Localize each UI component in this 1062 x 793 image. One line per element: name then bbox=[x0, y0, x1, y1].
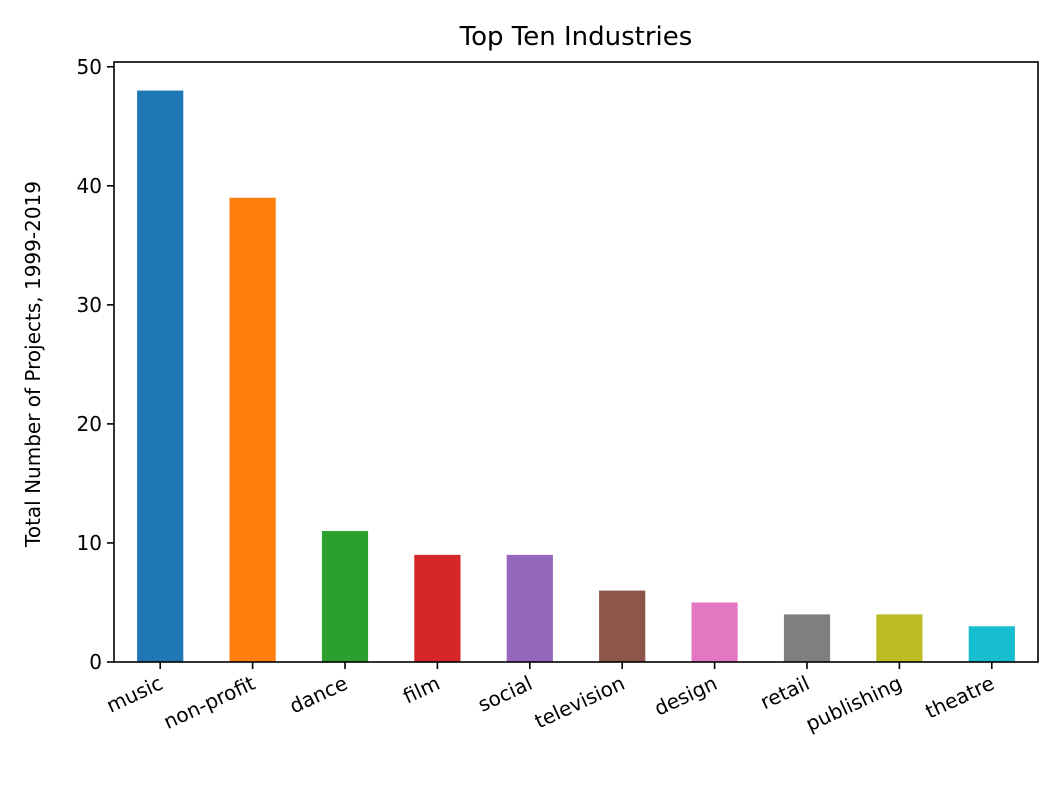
x-tick-label: design bbox=[650, 671, 720, 721]
bar-publishing bbox=[876, 614, 923, 662]
y-tick-label: 10 bbox=[77, 531, 102, 555]
bar-social bbox=[506, 554, 553, 662]
bar-television bbox=[599, 590, 646, 662]
x-tick-label: publishing bbox=[802, 671, 906, 736]
bar-dance bbox=[321, 531, 369, 662]
chart-title: Top Ten Industries bbox=[459, 22, 693, 52]
bar-design bbox=[691, 602, 738, 662]
y-axis-ticks: 0 10 20 30 40 50 bbox=[77, 55, 114, 674]
x-tick-label: social bbox=[474, 671, 536, 717]
y-tick-label: 50 bbox=[77, 55, 102, 79]
x-tick-label: retail bbox=[756, 671, 813, 714]
x-tick-label: dance bbox=[286, 671, 351, 719]
bar-non-profit bbox=[229, 197, 276, 662]
bar-retail bbox=[783, 614, 831, 662]
y-tick-label: 20 bbox=[77, 412, 102, 436]
y-tick-label: 40 bbox=[77, 174, 102, 198]
x-tick-label: non-profit bbox=[160, 671, 259, 734]
x-tick-label: music bbox=[103, 671, 167, 718]
bar-theatre bbox=[968, 626, 1015, 662]
bar-film bbox=[414, 554, 461, 662]
x-tick-label: television bbox=[531, 671, 628, 733]
plot-frame bbox=[113, 61, 1039, 663]
y-tick-label: 0 bbox=[89, 650, 102, 674]
y-axis-label: Total Number of Projects, 1999-2019 bbox=[21, 181, 45, 548]
bar-music bbox=[137, 90, 184, 663]
bars-group bbox=[137, 90, 1015, 663]
y-tick-label: 30 bbox=[77, 293, 102, 317]
x-tick-label: film bbox=[399, 671, 443, 709]
x-tick-label: theatre bbox=[922, 671, 998, 724]
